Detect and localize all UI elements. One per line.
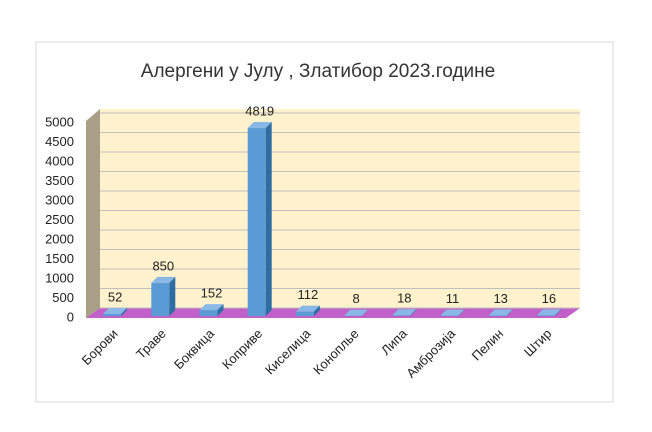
bar-side <box>458 309 465 316</box>
back-wall <box>100 109 580 308</box>
bar-front <box>392 315 411 316</box>
y-tick-label: 0 <box>67 309 74 324</box>
data-label: 11 <box>446 291 460 306</box>
y-tick-label: 1500 <box>45 251 74 266</box>
data-label: 850 <box>152 258 174 273</box>
bar <box>392 309 417 316</box>
bar-top <box>536 309 561 316</box>
data-label: 112 <box>298 287 319 302</box>
data-label: 18 <box>397 291 411 306</box>
y-tick-label: 4500 <box>45 134 74 149</box>
bar-side <box>265 122 272 317</box>
bar-side <box>506 309 513 316</box>
bar-front <box>247 128 266 316</box>
bar <box>440 309 465 316</box>
data-label: 52 <box>108 289 122 304</box>
data-label: 13 <box>493 291 507 306</box>
bar <box>103 307 128 316</box>
bar <box>344 309 369 316</box>
data-label: 152 <box>201 286 223 301</box>
bar-top <box>103 307 128 314</box>
bar-front <box>151 282 170 316</box>
data-label: 16 <box>542 291 556 306</box>
bar <box>151 276 176 316</box>
bar-side <box>169 276 176 316</box>
bar-front <box>295 311 314 316</box>
y-tick-label: 5000 <box>45 114 74 129</box>
y-tick-label: 2500 <box>45 212 74 227</box>
bar <box>536 309 561 316</box>
y-tick-label: 1000 <box>45 270 74 285</box>
bar-top <box>392 309 417 316</box>
side-wall <box>86 109 100 318</box>
bar-side <box>313 305 320 316</box>
bar-front <box>536 315 555 316</box>
bar-top <box>151 276 176 283</box>
y-tick-label: 2000 <box>45 231 74 246</box>
bar-front <box>199 310 218 316</box>
bar <box>295 305 320 316</box>
bar-side <box>410 309 417 316</box>
bar-top <box>344 309 369 316</box>
y-tick-label: 3500 <box>45 173 74 188</box>
bar-top <box>488 309 513 316</box>
bar-side <box>362 309 369 316</box>
chart-title: Алергени у Јулу , Златибор 2023.године <box>141 61 495 82</box>
data-label: 4819 <box>245 103 274 118</box>
bar-top <box>440 309 465 316</box>
y-tick-label: 500 <box>52 290 74 305</box>
bar <box>199 304 224 316</box>
bar <box>247 122 272 317</box>
bar-front <box>488 315 507 316</box>
y-tick-label: 4000 <box>45 153 74 168</box>
bar-front <box>103 313 122 316</box>
bar-top <box>295 305 320 312</box>
bar-side <box>121 307 128 316</box>
data-label: 8 <box>352 291 359 306</box>
bar-top <box>199 304 224 311</box>
bar-side <box>554 309 561 316</box>
y-tick-label: 3000 <box>45 192 74 207</box>
bar-top <box>247 122 272 129</box>
bar-side <box>217 304 224 316</box>
bar <box>488 309 513 316</box>
